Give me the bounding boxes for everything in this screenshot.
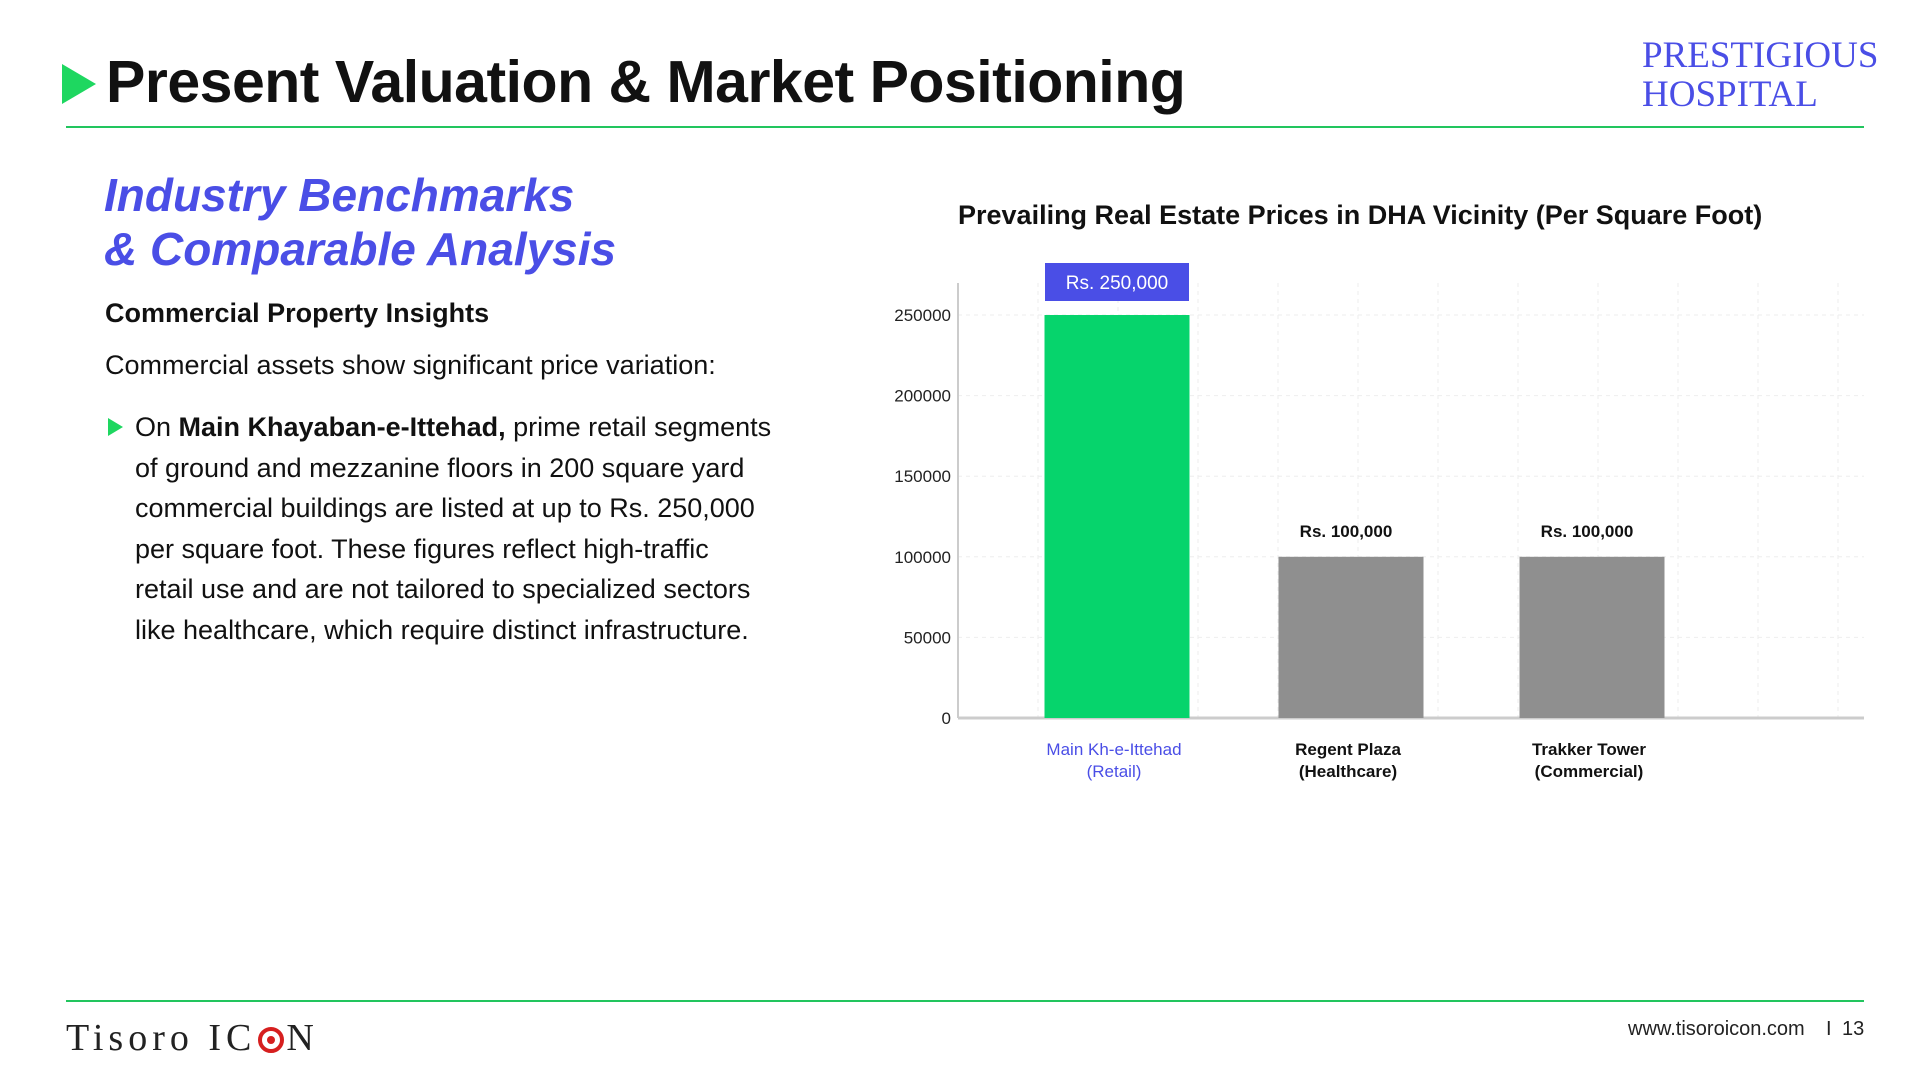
section-heading-line1: Industry Benchmarks — [104, 169, 575, 221]
data-label: Rs. 100,000 — [1541, 522, 1634, 541]
bar — [1519, 556, 1665, 718]
bullet-paragraph: On Main Khayaban-e-Ittehad, prime retail… — [135, 407, 835, 650]
x-category-label: Regent Plaza — [1295, 740, 1401, 759]
brand-logo-line2: HOSPITAL — [1642, 74, 1818, 115]
brand-logo: PRESTIGIOUS HOSPITAL — [1642, 36, 1878, 114]
y-tick-label: 250000 — [894, 306, 951, 325]
intro-text: Commercial assets show significant price… — [105, 350, 716, 380]
bullet-bold-location: Main Khayaban-e-Ittehad, — [178, 412, 506, 442]
data-label-badge — [1045, 263, 1189, 301]
bullet-line-2: of ground and mezzanine floors in 200 sq… — [135, 452, 745, 483]
bullet-prefix: On — [135, 412, 179, 442]
footer-divider — [66, 1000, 1864, 1002]
data-label: Rs. 100,000 — [1300, 522, 1393, 541]
footer-separator: I — [1826, 1018, 1832, 1040]
chart-title: Prevailing Real Estate Prices in DHA Vic… — [958, 200, 1763, 230]
bar-chart: 0 50000 100000 150000 200000 250000 Rs. 250,00… — [894, 263, 1864, 781]
y-tick-label: 0 — [942, 709, 951, 728]
bullet-line-1: On Main Khayaban-e-Ittehad, prime retail… — [135, 407, 835, 448]
footer-logo-text-end: N — [286, 1017, 319, 1059]
footer-logo: Tisoro IC N — [66, 1016, 319, 1060]
logo-o-mark-icon — [258, 1027, 285, 1053]
y-tick-label: 100000 — [894, 548, 951, 567]
title-arrow-icon — [62, 64, 96, 104]
footer-url[interactable]: www.tisoroicon.com — [1628, 1018, 1805, 1040]
page-number: 13 — [1842, 1018, 1865, 1040]
x-category-label: (Healthcare) — [1299, 762, 1397, 781]
x-category-label: (Commercial) — [1535, 762, 1644, 781]
section-heading-line2: & Comparable Analysis — [104, 223, 617, 275]
subheading: Commercial Property Insights — [105, 298, 490, 328]
section-heading: Industry Benchmarks & Comparable Analysi… — [104, 168, 616, 276]
x-category-label: Main Kh-e-Ittehad — [1046, 740, 1181, 759]
bullet-arrow-icon — [108, 418, 123, 436]
header-divider — [66, 126, 1864, 128]
bar — [1044, 315, 1190, 718]
x-category-label: (Retail) — [1087, 762, 1142, 781]
bullet-line-6: like healthcare, which require distinct … — [135, 614, 749, 645]
brand-logo-line1: PRESTIGIOUS — [1642, 35, 1879, 76]
y-tick-label: 200000 — [894, 387, 951, 406]
x-category-label: Trakker Tower — [1532, 740, 1646, 759]
bullet-line1-rest: prime retail segments — [505, 412, 772, 442]
y-tick-label: 150000 — [894, 467, 951, 486]
bullet-line-4: per square foot. These figures reflect h… — [135, 533, 709, 564]
bullet-line-3: commercial buildings are listed at up to… — [135, 493, 755, 523]
data-label: Rs. 250,000 — [1066, 273, 1168, 294]
page-title: Present Valuation & Market Positioning — [106, 49, 1186, 115]
bar — [1278, 556, 1424, 718]
bullet-line-5: retail use and are not tailored to speci… — [135, 574, 751, 604]
y-tick-label: 50000 — [904, 628, 951, 647]
footer-logo-text-start: Tisoro IC — [66, 1017, 257, 1059]
